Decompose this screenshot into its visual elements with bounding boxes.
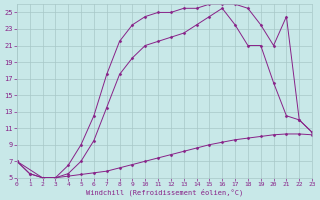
X-axis label: Windchill (Refroidissement éolien,°C): Windchill (Refroidissement éolien,°C) bbox=[86, 188, 243, 196]
